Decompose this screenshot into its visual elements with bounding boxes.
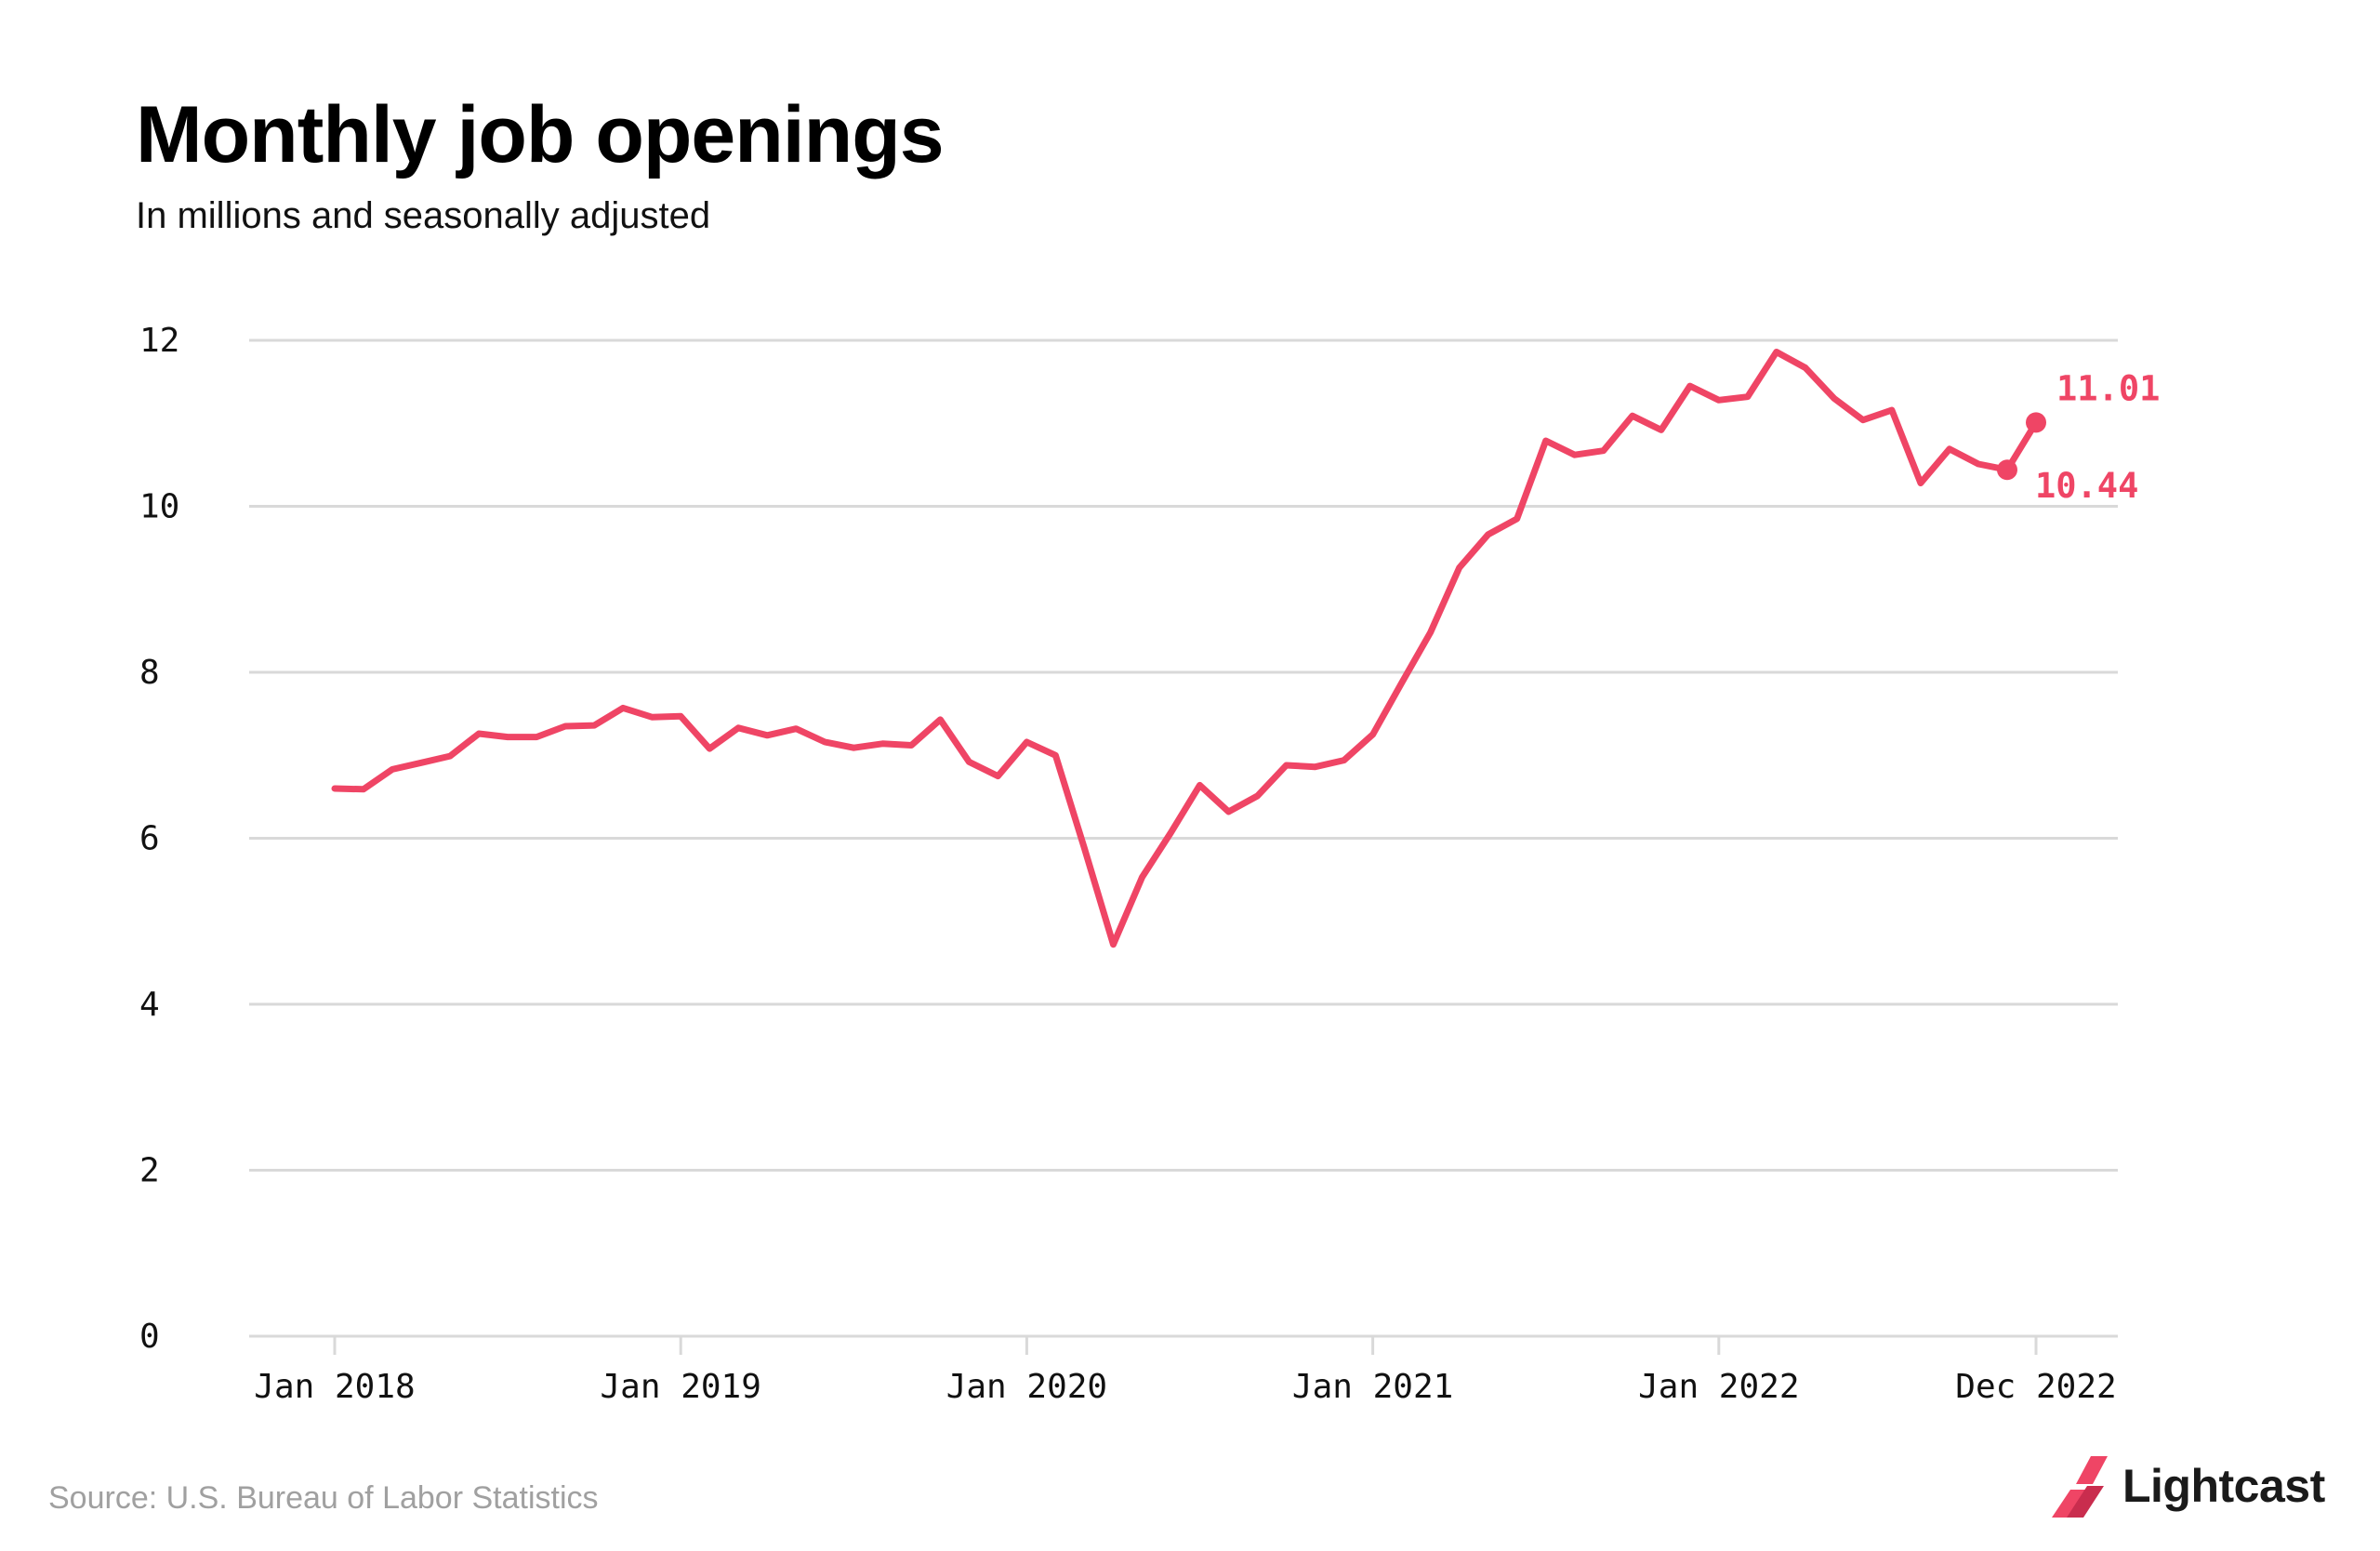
series-group	[331, 349, 2040, 948]
y-axis-ticks: 0 2 4 6 8 10 12	[139, 322, 179, 1356]
data-label: 10.44	[2035, 466, 2138, 506]
x-tick-label: Dec 2022	[1955, 1368, 2116, 1406]
x-axis-ticks: Jan 2018 Jan 2019 Jan 2020 Jan 2021 Jan 2022…	[254, 1336, 2117, 1406]
y-tick-label: 6	[139, 820, 160, 858]
x-tick-label: Jan 2018	[254, 1368, 415, 1406]
series-line	[331, 349, 2040, 948]
data-label: 11.01	[2056, 368, 2160, 408]
brand-logo: Lightcast	[2050, 1451, 2325, 1521]
y-tick-label: 8	[139, 654, 160, 692]
lightcast-logo-icon	[2052, 1456, 2108, 1518]
annotations-group: 11.01 10.44	[1996, 368, 2160, 506]
x-tick-label: Jan 2021	[1292, 1368, 1453, 1406]
chart-subtitle: In millions and seasonally adjusted	[136, 195, 711, 236]
x-tick-label: Jan 2020	[946, 1368, 1107, 1406]
brand-name: Lightcast	[2122, 1460, 2325, 1512]
data-point-marker	[1996, 459, 2017, 481]
y-tick-label: 0	[139, 1318, 160, 1356]
x-tick-label: Jan 2019	[601, 1368, 761, 1406]
grid-lines	[249, 338, 2118, 1338]
y-tick-label: 2	[139, 1152, 160, 1190]
source-note: Source: U.S. Bureau of Labor Statistics	[48, 1480, 599, 1516]
y-tick-label: 12	[139, 322, 179, 360]
chart-title: Monthly job openings	[136, 90, 945, 179]
data-point-marker	[2026, 412, 2046, 433]
x-tick-label: Jan 2022	[1638, 1368, 1799, 1406]
y-tick-label: 4	[139, 986, 160, 1024]
y-tick-label: 10	[139, 488, 179, 526]
